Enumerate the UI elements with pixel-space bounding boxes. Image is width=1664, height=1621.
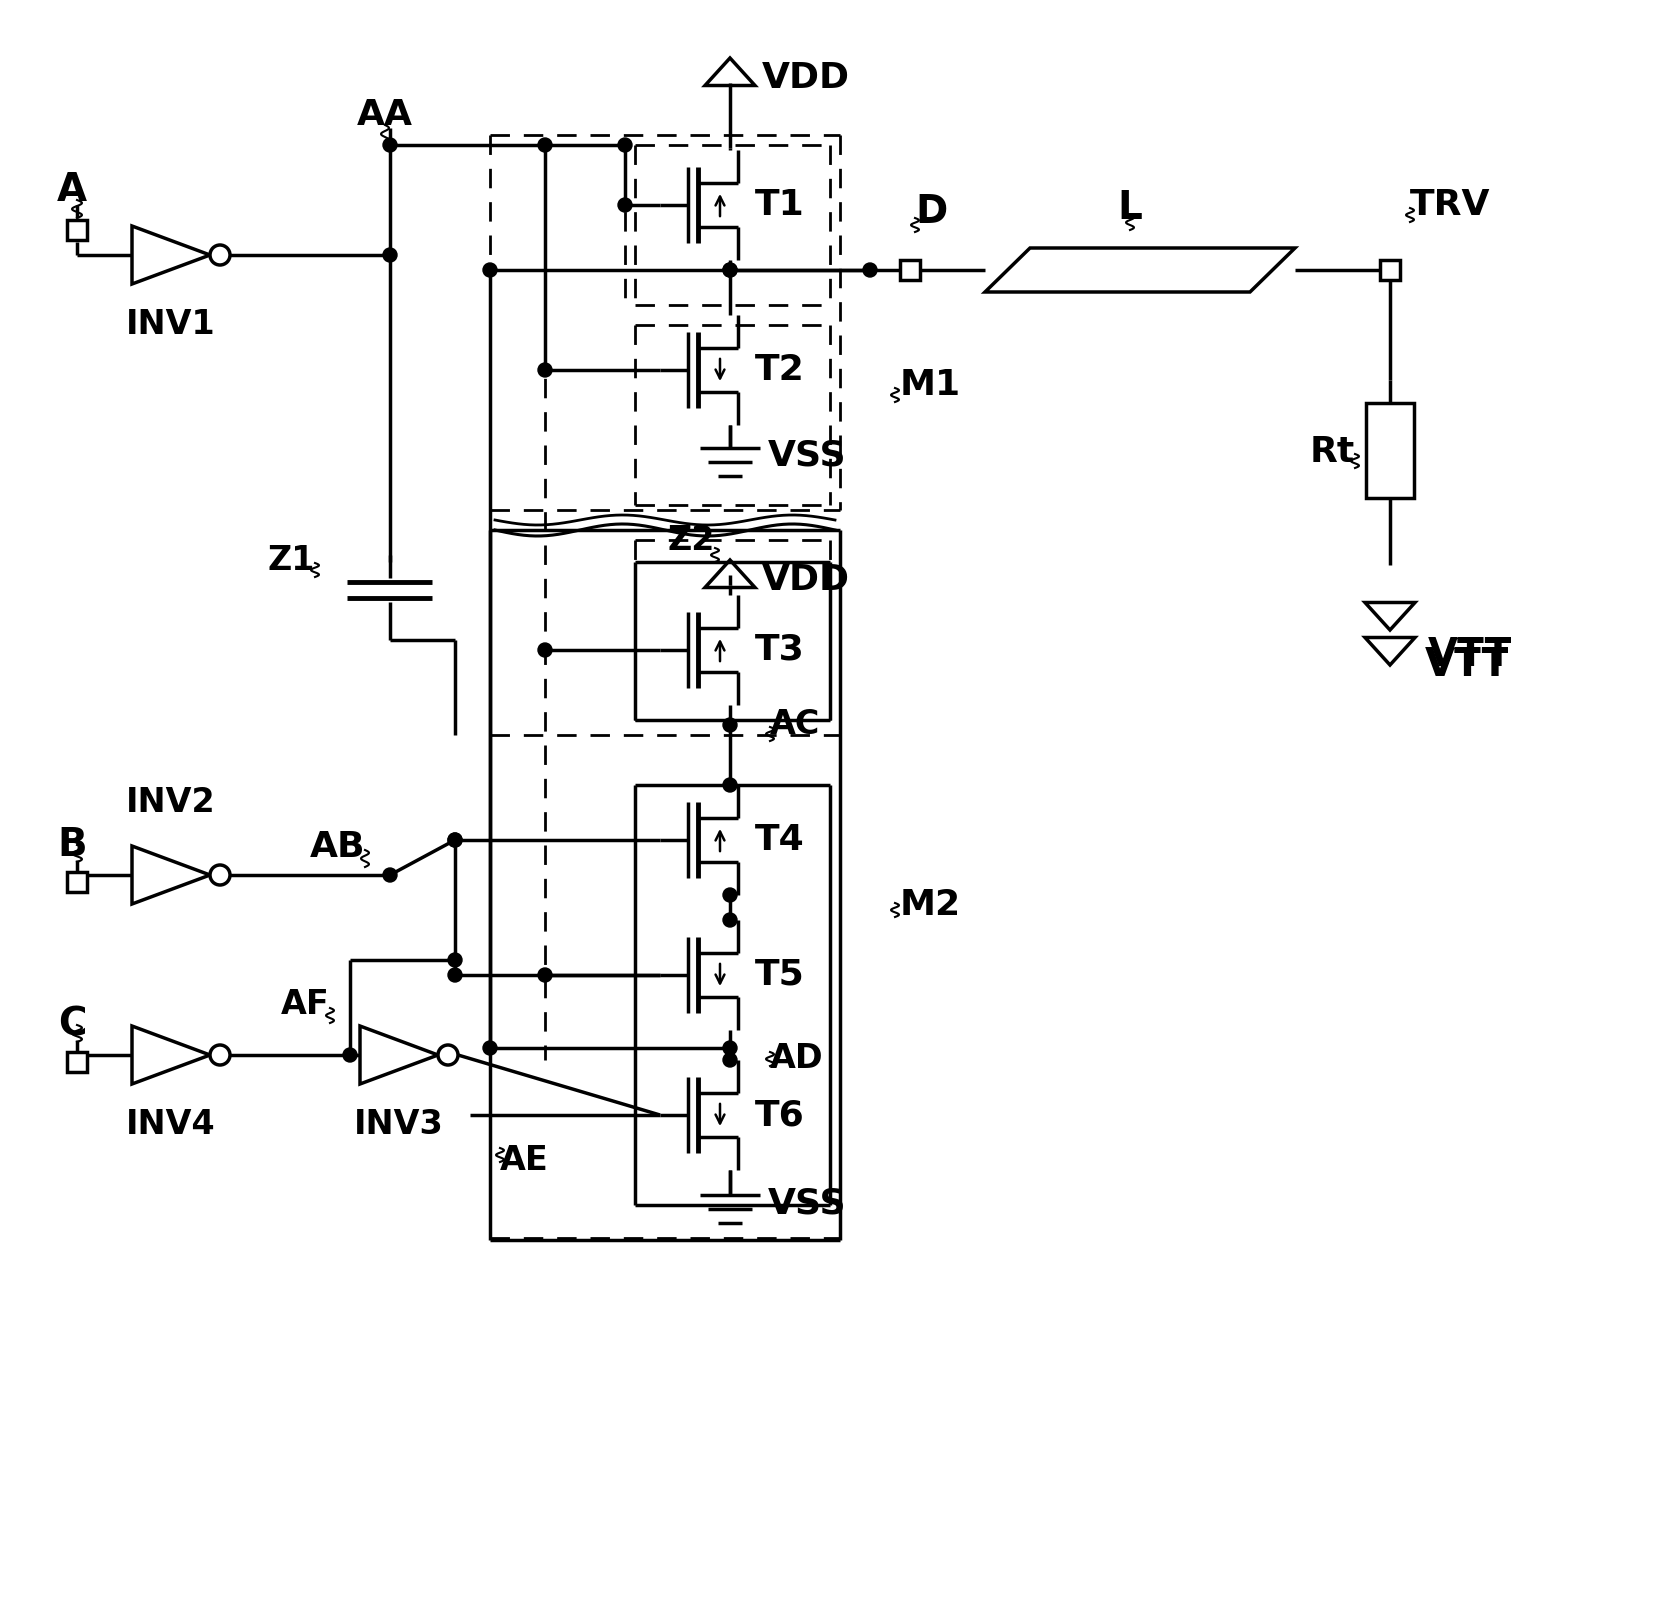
- Circle shape: [448, 833, 461, 848]
- Text: T5: T5: [754, 958, 804, 992]
- Polygon shape: [359, 1026, 438, 1084]
- Circle shape: [722, 263, 737, 277]
- Text: T2: T2: [754, 353, 804, 387]
- Text: A: A: [57, 170, 87, 209]
- Circle shape: [383, 138, 396, 152]
- Text: VSS: VSS: [767, 1187, 845, 1221]
- Text: AF: AF: [281, 989, 329, 1021]
- Circle shape: [448, 833, 461, 848]
- Text: Z1: Z1: [268, 543, 314, 577]
- Polygon shape: [131, 225, 210, 284]
- Text: AE: AE: [499, 1143, 549, 1177]
- Circle shape: [722, 888, 737, 901]
- Text: Rt: Rt: [1310, 434, 1354, 468]
- Text: VSS: VSS: [767, 439, 845, 473]
- Circle shape: [210, 866, 230, 885]
- Text: INV3: INV3: [354, 1109, 444, 1141]
- Circle shape: [722, 718, 737, 733]
- Circle shape: [537, 968, 552, 982]
- Text: L: L: [1117, 190, 1142, 227]
- Circle shape: [383, 867, 396, 882]
- Polygon shape: [985, 248, 1295, 292]
- Text: VDD: VDD: [762, 62, 850, 96]
- Text: TRV: TRV: [1409, 188, 1489, 222]
- Circle shape: [383, 248, 396, 263]
- Text: C: C: [58, 1007, 87, 1044]
- Text: B: B: [57, 827, 87, 864]
- Circle shape: [537, 138, 552, 152]
- Circle shape: [210, 1046, 230, 1065]
- Text: INV2: INV2: [126, 786, 216, 820]
- Circle shape: [862, 263, 877, 277]
- Circle shape: [722, 913, 737, 927]
- Text: AD: AD: [769, 1042, 824, 1075]
- FancyArrowPatch shape: [716, 642, 724, 661]
- Circle shape: [617, 198, 632, 212]
- Circle shape: [722, 263, 737, 277]
- Text: VDD: VDD: [762, 562, 850, 597]
- Circle shape: [448, 953, 461, 968]
- FancyArrowPatch shape: [716, 832, 724, 851]
- Polygon shape: [131, 846, 210, 905]
- FancyArrowPatch shape: [716, 358, 724, 378]
- Text: VTT: VTT: [1424, 647, 1508, 684]
- Circle shape: [438, 1046, 458, 1065]
- Bar: [900, 259, 920, 280]
- Circle shape: [448, 968, 461, 982]
- FancyArrowPatch shape: [716, 964, 724, 984]
- Circle shape: [537, 644, 552, 657]
- Circle shape: [722, 1041, 737, 1055]
- Circle shape: [343, 1049, 356, 1062]
- Circle shape: [483, 1041, 496, 1055]
- Text: D: D: [915, 193, 947, 232]
- Circle shape: [722, 778, 737, 793]
- Text: AA: AA: [356, 97, 413, 131]
- Circle shape: [483, 263, 496, 277]
- Text: AC: AC: [769, 708, 820, 741]
- Circle shape: [210, 245, 230, 264]
- Text: T3: T3: [754, 632, 804, 666]
- Bar: [67, 220, 87, 240]
- Text: INV4: INV4: [126, 1109, 216, 1141]
- FancyArrowPatch shape: [716, 1104, 724, 1123]
- Text: M1: M1: [900, 368, 960, 402]
- Bar: [1364, 402, 1413, 498]
- Polygon shape: [131, 1026, 210, 1084]
- Circle shape: [537, 363, 552, 378]
- Text: VTT: VTT: [1428, 635, 1511, 674]
- Circle shape: [722, 1054, 737, 1067]
- Text: M2: M2: [900, 888, 960, 922]
- Text: T4: T4: [754, 823, 804, 858]
- Text: T1: T1: [754, 188, 804, 222]
- Bar: [1379, 259, 1399, 280]
- Text: AB: AB: [310, 830, 364, 864]
- Text: INV1: INV1: [126, 308, 216, 342]
- Bar: [67, 872, 87, 892]
- Circle shape: [617, 138, 632, 152]
- Text: Z2: Z2: [667, 524, 714, 556]
- FancyArrowPatch shape: [716, 196, 724, 216]
- Bar: [67, 1052, 87, 1071]
- Text: T6: T6: [754, 1097, 804, 1131]
